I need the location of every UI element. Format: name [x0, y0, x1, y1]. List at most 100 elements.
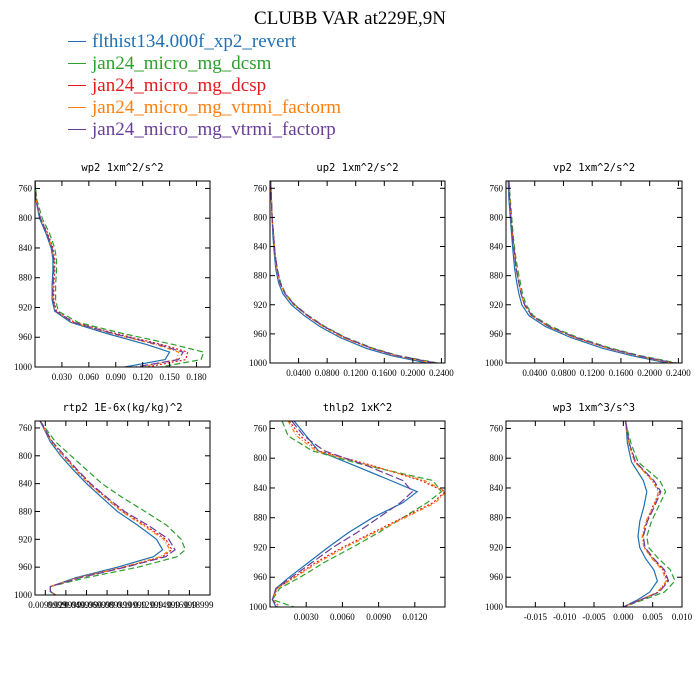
x-tick-label: 0.2400 — [429, 368, 454, 378]
plot-frame — [505, 180, 683, 364]
y-tick-label: 920 — [490, 300, 504, 310]
y-tick-label: 880 — [254, 513, 268, 523]
legend-swatch — [68, 41, 86, 43]
y-tick-label: 920 — [254, 300, 268, 310]
y-tick-label: 800 — [254, 453, 268, 463]
series-line — [270, 181, 435, 363]
x-tick-label: 0.0060 — [330, 612, 355, 622]
y-tick-label: 840 — [19, 479, 33, 489]
y-tick-label: 800 — [19, 451, 33, 461]
series-line — [35, 181, 171, 367]
series-line — [271, 421, 414, 607]
x-tick-label: 0.0120 — [402, 612, 427, 622]
series-line — [271, 421, 445, 607]
y-tick-label: 920 — [19, 534, 33, 544]
subplot-title: up2 1xm^2/s^2 — [316, 162, 398, 174]
y-tick-label: 1000 — [249, 602, 268, 612]
x-tick-label: 0.000 — [613, 612, 634, 622]
x-tick-label: 0.030 — [52, 372, 73, 382]
y-tick-label: 760 — [254, 423, 268, 433]
series-line — [39, 421, 173, 595]
x-tick-label: 0.10999 — [117, 600, 147, 610]
legend-item: jan24_micro_mg_vtrmi_factorp — [68, 119, 341, 141]
plot-frame — [34, 180, 211, 368]
plot-frame — [269, 420, 446, 608]
page-title: CLUBB VAR at229E,9N — [254, 8, 446, 29]
plot-frame — [269, 180, 446, 364]
x-tick-label: 0.005 — [643, 612, 664, 622]
y-tick-label: 920 — [490, 542, 504, 552]
series-line — [270, 181, 436, 363]
series-line — [39, 421, 187, 595]
series-line — [623, 421, 667, 607]
y-tick-label: 840 — [254, 242, 268, 252]
x-tick-label: 0.150 — [159, 372, 180, 382]
series-line — [35, 181, 180, 367]
subplot-title: rtp2 1E-6x(kg/kg)^2 — [62, 402, 182, 414]
series-line — [271, 421, 443, 607]
legend-label: flthist134.000f_xp2_revert — [92, 31, 297, 52]
y-tick-label: 760 — [254, 183, 268, 193]
x-tick-label: 0.089999 — [98, 600, 132, 610]
x-tick-label: 0.18999 — [184, 600, 214, 610]
y-tick-label: 1000 — [485, 602, 504, 612]
subplot: wp3 1xm^3/s^3 760 800 840 880 920 960 1000 -0.01… — [485, 402, 693, 622]
x-tick-label: 0.2400 — [666, 368, 691, 378]
y-tick-label: 960 — [19, 332, 33, 342]
y-tick-label: 760 — [19, 183, 33, 193]
y-tick-label: 960 — [490, 572, 504, 582]
legend-swatch — [68, 107, 86, 109]
y-tick-label: 920 — [254, 542, 268, 552]
subplot-title: thlp2 1xK^2 — [323, 402, 393, 414]
y-tick-label: 960 — [254, 329, 268, 339]
series-line — [623, 421, 659, 607]
x-tick-label: -0.010 — [553, 612, 577, 622]
series-line — [35, 181, 205, 367]
x-tick-label: 0.049999 — [64, 600, 98, 610]
series-line — [270, 181, 428, 363]
series-line — [271, 421, 419, 607]
y-tick-label: 880 — [254, 271, 268, 281]
y-tick-label: 1000 — [14, 590, 33, 600]
y-tick-label: 1000 — [485, 358, 504, 368]
x-tick-label: 0.1600 — [372, 368, 397, 378]
x-tick-label: -0.005 — [582, 612, 606, 622]
x-tick-label: 0.0030 — [294, 612, 319, 622]
x-tick-label: 0.010 — [672, 612, 693, 622]
subplot: rtp2 1E-6x(kg/kg)^2 760 800 840 880 920 960 100… — [14, 402, 214, 610]
y-tick-label: 800 — [254, 212, 268, 222]
subplot: thlp2 1xK^2 760 800 840 880 920 960 1000 0.0030 0… — [249, 402, 446, 622]
y-tick-label: 840 — [490, 483, 504, 493]
subplot: vp2 1xm^2/s^2 760 800 840 880 920 960 1000 0.040… — [485, 162, 691, 378]
legend-swatch — [68, 129, 86, 131]
legend-label: jan24_micro_mg_dcsm — [92, 53, 272, 74]
legend-label: jan24_micro_mg_vtrmi_factorm — [92, 97, 342, 118]
series-line — [39, 421, 164, 595]
legend-item: jan24_micro_mg_dcsp — [68, 75, 341, 97]
y-tick-label: 880 — [490, 271, 504, 281]
series-line — [35, 181, 185, 367]
x-tick-label: 0.0099999 — [28, 600, 67, 610]
x-tick-label: 0.180 — [186, 372, 207, 382]
legend-label: jan24_micro_mg_dcsp — [92, 75, 267, 96]
x-tick-label: 0.2000 — [637, 368, 662, 378]
series-line — [39, 421, 176, 595]
series-line — [39, 421, 171, 595]
y-tick-label: 1000 — [14, 362, 33, 372]
subplot: up2 1xm^2/s^2 760 800 840 880 920 960 1000 0.040… — [249, 162, 454, 378]
legend-swatch — [68, 85, 86, 87]
y-tick-label: 760 — [490, 423, 504, 433]
legend: flthist134.000f_xp2_revert jan24_micro_mg… — [68, 31, 341, 141]
x-tick-label: 0.120 — [133, 372, 154, 382]
series-line — [508, 181, 678, 363]
x-tick-label: 0.029999 — [47, 600, 81, 610]
series-line — [507, 181, 668, 363]
y-tick-label: 880 — [490, 513, 504, 523]
legend-item: jan24_micro_mg_dcsm — [68, 53, 341, 75]
y-tick-label: 1000 — [249, 358, 268, 368]
x-tick-label: 0.090 — [106, 372, 127, 382]
y-tick-label: 920 — [19, 302, 33, 312]
x-tick-label: 0.12999 — [134, 600, 164, 610]
subplot-title: wp3 1xm^3/s^3 — [553, 402, 635, 414]
y-tick-label: 800 — [490, 212, 504, 222]
